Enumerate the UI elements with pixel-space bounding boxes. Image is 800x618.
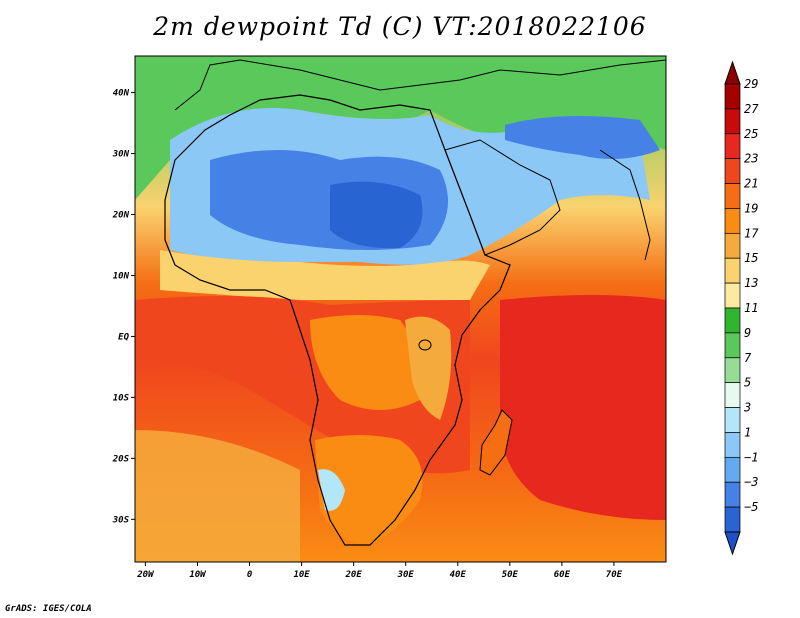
lon-tick-label: 20E bbox=[345, 570, 363, 580]
lon-tick-label: 30E bbox=[397, 570, 415, 580]
colorbar-swatch bbox=[724, 307, 741, 334]
europe-coastline bbox=[174, 59, 666, 111]
colorbar-label: 29 bbox=[744, 77, 758, 91]
lake-victoria bbox=[418, 339, 432, 351]
field-sahara-min bbox=[330, 181, 423, 249]
plot-frame bbox=[134, 55, 667, 563]
lon-tick-label: 60E bbox=[554, 570, 571, 580]
colorbar-label: −3 bbox=[744, 475, 758, 489]
colorbar-label: 21 bbox=[744, 177, 758, 191]
colorbar-swatch bbox=[724, 83, 741, 110]
colorbar-swatch bbox=[724, 108, 741, 135]
lat-tick-label: 20N bbox=[112, 211, 130, 221]
madagascar bbox=[479, 409, 513, 476]
grads-credit: GrADS: IGES/COLA bbox=[5, 604, 92, 614]
lat-tick-label: EQ bbox=[118, 332, 129, 342]
colorbar-label: 27 bbox=[744, 102, 759, 116]
lon-tick-label: 10W bbox=[189, 570, 207, 580]
lat-tick-label: 30S bbox=[112, 515, 130, 525]
colorbar-swatch bbox=[724, 208, 741, 234]
field-east-africa bbox=[405, 316, 452, 420]
map-title: 2m dewpoint Td (C) VT:2018022106 bbox=[153, 12, 647, 41]
lat-tick-label: 20S bbox=[112, 454, 130, 464]
colorbar-label: 9 bbox=[744, 326, 751, 340]
field-south-atlantic bbox=[135, 430, 300, 562]
colorbar-swatch bbox=[724, 506, 741, 533]
colorbar-min-arrow bbox=[724, 531, 741, 556]
colorbar-swatch bbox=[724, 382, 741, 408]
colorbar-swatch bbox=[724, 158, 741, 184]
field-iran-dry bbox=[505, 116, 660, 159]
india-coastline bbox=[599, 149, 651, 261]
lon-tick-label: 70E bbox=[606, 570, 623, 580]
africa-coastline bbox=[164, 94, 511, 546]
colorbar-label: 25 bbox=[744, 127, 758, 141]
lat-tick-label: 10S bbox=[113, 393, 130, 403]
lon-tick-label: 0 bbox=[247, 570, 253, 580]
lon-axis: 20W 10W 0 10E 20E 30E 40E 50E 60E 70E bbox=[136, 562, 623, 580]
field-southern-africa bbox=[315, 435, 423, 545]
colorbar-label: −1 bbox=[744, 450, 758, 464]
colorbar-label: 5 bbox=[744, 376, 751, 390]
colorbar-label: 11 bbox=[744, 301, 758, 315]
lon-tick-label: 20W bbox=[136, 570, 155, 580]
lat-tick-label: 40N bbox=[113, 89, 130, 99]
colorbar-swatch bbox=[724, 456, 741, 483]
lat-tick-label: 30N bbox=[112, 150, 130, 160]
colorbar-swatch bbox=[724, 257, 741, 284]
lon-tick-label: 50E bbox=[502, 570, 519, 580]
colorbar: 29 27 25 23 21 19 17 15 13 11 9 7 5 3 1 −1 −3 −5 bbox=[724, 60, 759, 556]
colorbar-swatch bbox=[724, 407, 741, 433]
field-sahel bbox=[160, 250, 490, 300]
colorbar-swatch bbox=[724, 232, 741, 259]
colorbar-swatch bbox=[724, 183, 741, 209]
colorbar-label: 17 bbox=[744, 226, 759, 240]
colorbar-swatch bbox=[724, 133, 741, 160]
colorbar-label: 3 bbox=[743, 401, 751, 415]
colorbar-swatch bbox=[724, 481, 741, 508]
lat-axis: 40N 30N 20N 10N EQ 10S 20S 30S bbox=[112, 89, 135, 525]
colorbar-label: 1 bbox=[744, 425, 751, 439]
field-indian-ocean bbox=[500, 295, 666, 520]
lat-tick-label: 10N bbox=[113, 271, 130, 281]
lon-tick-label: 40E bbox=[450, 570, 467, 580]
colorbar-swatch bbox=[724, 357, 741, 384]
colorbar-swatch bbox=[724, 282, 741, 309]
colorbar-label: 15 bbox=[744, 251, 758, 265]
colorbar-swatch bbox=[724, 432, 741, 458]
colorbar-label: 13 bbox=[744, 276, 758, 290]
arabia-coastline bbox=[444, 139, 561, 256]
colorbar-swatch bbox=[724, 332, 741, 359]
colorbar-max-arrow bbox=[724, 60, 741, 85]
field-north-green bbox=[135, 56, 666, 200]
lon-tick-label: 10E bbox=[293, 570, 310, 580]
field-congo-interior bbox=[310, 315, 423, 410]
colorbar-label: 19 bbox=[744, 201, 758, 215]
colorbar-label: 23 bbox=[744, 152, 758, 166]
colorbar-label: 7 bbox=[744, 351, 752, 365]
colorbar-label: −5 bbox=[744, 500, 758, 514]
dewpoint-field bbox=[135, 56, 666, 562]
